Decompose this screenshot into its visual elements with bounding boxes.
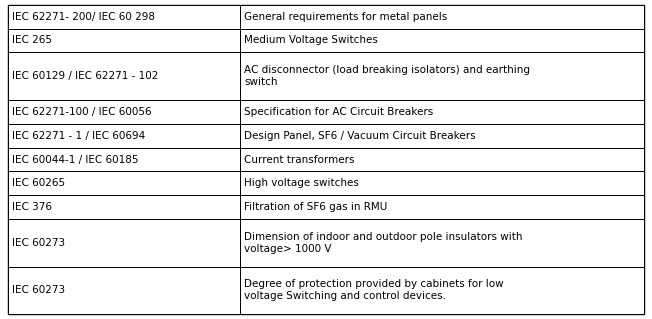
Bar xyxy=(8,29,240,52)
Text: High voltage switches: High voltage switches xyxy=(244,178,359,188)
Bar xyxy=(8,267,240,314)
Text: Specification for AC Circuit Breakers: Specification for AC Circuit Breakers xyxy=(244,107,434,117)
Bar xyxy=(8,52,240,100)
Text: IEC 60273: IEC 60273 xyxy=(12,286,65,295)
Bar xyxy=(8,219,240,267)
Bar xyxy=(8,100,240,124)
Bar xyxy=(240,5,644,29)
Bar xyxy=(240,124,644,148)
Text: Medium Voltage Switches: Medium Voltage Switches xyxy=(244,35,378,46)
Bar xyxy=(8,148,240,171)
Bar xyxy=(240,100,644,124)
Text: General requirements for metal panels: General requirements for metal panels xyxy=(244,12,447,22)
Text: Filtration of SF6 gas in RMU: Filtration of SF6 gas in RMU xyxy=(244,202,387,212)
Text: IEC 62271- 200/ IEC 60 298: IEC 62271- 200/ IEC 60 298 xyxy=(12,12,155,22)
Text: IEC 376: IEC 376 xyxy=(12,202,52,212)
Text: voltage Switching and control devices.: voltage Switching and control devices. xyxy=(244,292,446,301)
Text: Dimension of indoor and outdoor pole insulators with: Dimension of indoor and outdoor pole ins… xyxy=(244,232,522,242)
Text: IEC 60273: IEC 60273 xyxy=(12,238,65,248)
Bar xyxy=(8,171,240,195)
Text: Current transformers: Current transformers xyxy=(244,154,355,165)
Bar xyxy=(240,195,644,219)
Text: IEC 60129 / IEC 62271 - 102: IEC 60129 / IEC 62271 - 102 xyxy=(12,71,158,81)
Text: IEC 62271-100 / IEC 60056: IEC 62271-100 / IEC 60056 xyxy=(12,107,151,117)
Text: AC disconnector (load breaking isolators) and earthing: AC disconnector (load breaking isolators… xyxy=(244,65,530,75)
Bar xyxy=(8,124,240,148)
Bar xyxy=(240,148,644,171)
Text: Degree of protection provided by cabinets for low: Degree of protection provided by cabinet… xyxy=(244,279,503,289)
Text: Design Panel, SF6 / Vacuum Circuit Breakers: Design Panel, SF6 / Vacuum Circuit Break… xyxy=(244,131,475,141)
Bar xyxy=(240,219,644,267)
Bar xyxy=(8,195,240,219)
Text: IEC 265: IEC 265 xyxy=(12,35,52,46)
Text: IEC 60265: IEC 60265 xyxy=(12,178,65,188)
Bar xyxy=(8,5,240,29)
Bar xyxy=(240,171,644,195)
Text: IEC 60044-1 / IEC 60185: IEC 60044-1 / IEC 60185 xyxy=(12,154,138,165)
Text: voltage> 1000 V: voltage> 1000 V xyxy=(244,244,331,254)
Bar xyxy=(240,29,644,52)
Text: IEC 62271 - 1 / IEC 60694: IEC 62271 - 1 / IEC 60694 xyxy=(12,131,145,141)
Bar xyxy=(240,52,644,100)
Bar xyxy=(240,267,644,314)
Text: switch: switch xyxy=(244,77,278,87)
